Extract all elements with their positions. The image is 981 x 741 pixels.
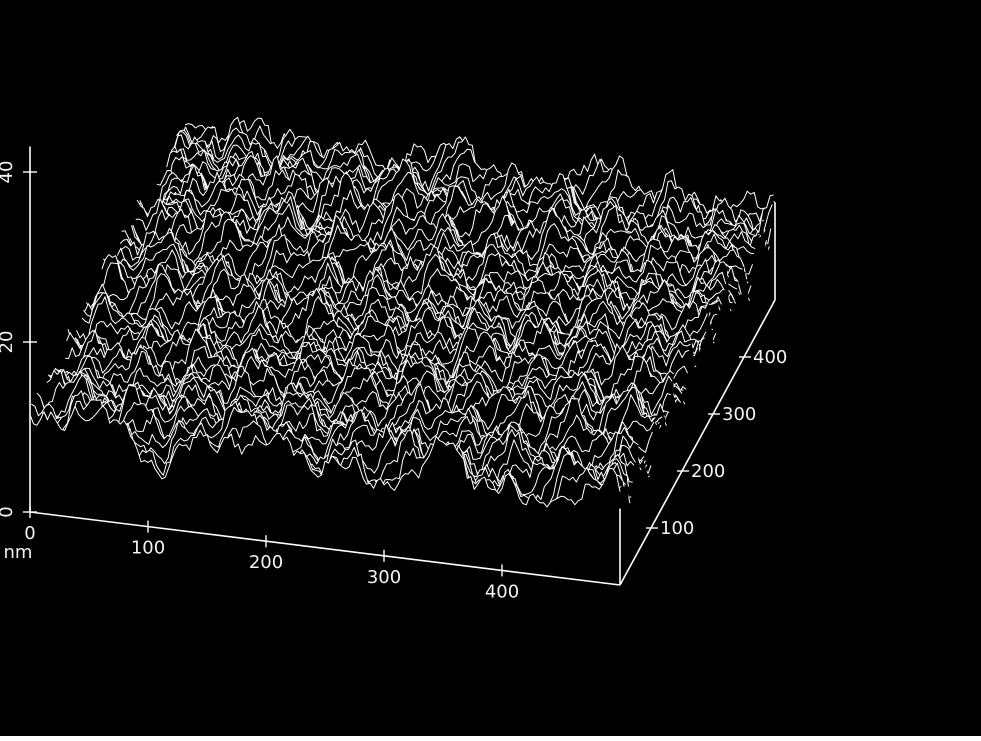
- y-axis-line: [619, 299, 776, 586]
- surface-profile-line: [56, 364, 648, 471]
- axis-frame: [29, 146, 776, 586]
- y-tick-label: 200: [691, 461, 725, 482]
- surface-profile-line: [107, 257, 698, 380]
- x-tick-label: 400: [485, 581, 519, 602]
- y-tick-label: 300: [722, 404, 756, 425]
- y-tick-label: 100: [660, 518, 694, 539]
- surface-profile-line: [90, 296, 682, 409]
- y-tick-label: 400: [753, 347, 787, 368]
- z-tick-label: 0: [0, 506, 17, 517]
- surface-profile-line: [29, 405, 621, 508]
- z-tick-label: 40: [0, 161, 17, 184]
- surface-mesh: [29, 116, 776, 585]
- axis-ticks-and-labels: 0 100 200 300 400 nm 100 200 300 400 0 20 40: [0, 161, 787, 603]
- x-tick-label: 0: [24, 523, 35, 544]
- surface-profile-line: [125, 239, 717, 342]
- x-tick-label: 200: [249, 552, 283, 573]
- x-tick-label: 100: [131, 538, 165, 559]
- x-tick-label: 300: [367, 567, 401, 588]
- x-unit-label: nm: [4, 542, 33, 563]
- z-tick-label: 20: [0, 331, 17, 354]
- x-axis-line: [29, 511, 621, 586]
- surface-occluder: [30, 405, 620, 585]
- surface-profile-line: [108, 255, 700, 377]
